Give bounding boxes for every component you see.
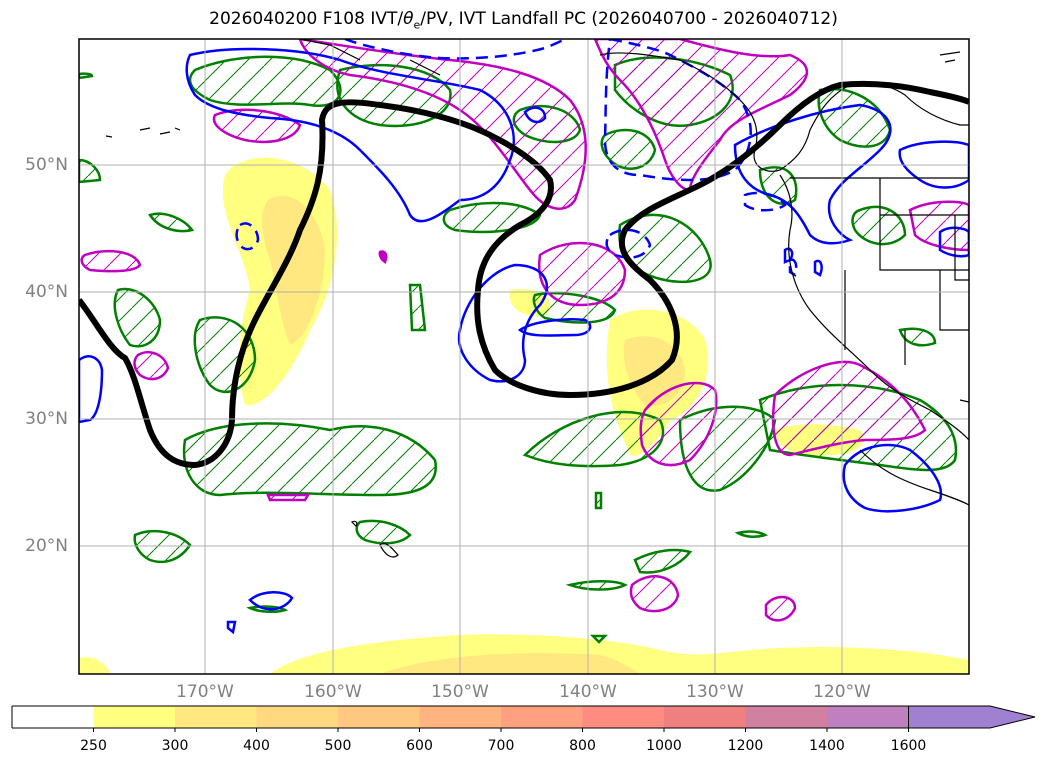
colorbar-tick-label: 1600: [890, 738, 927, 754]
lon-label-140w: 140°W: [559, 682, 617, 702]
colorbar-tick-label: 800: [569, 738, 596, 754]
colorbar-tick-label: 400: [243, 738, 270, 754]
lat-label-20n: 20°N: [25, 536, 68, 556]
colorbar-tick-label: 600: [406, 738, 433, 754]
colorbar-segment: [256, 706, 338, 728]
colorbar-segment: [501, 706, 583, 728]
colorbar-tick-label: 1000: [646, 738, 682, 754]
colorbar-segment: [419, 706, 501, 728]
colorbar-tick-label: 250: [80, 738, 107, 754]
colorbar: [11, 705, 1036, 732]
colorbar-outline: [11, 705, 909, 729]
colorbar-segment: [338, 706, 420, 728]
graticule: [79, 39, 969, 674]
pv-regions: [80, 39, 969, 622]
colorbar-tick-label: 500: [324, 738, 352, 754]
lat-label-50n: 50°N: [25, 155, 68, 175]
colorbar-tick-label: 1200: [727, 738, 764, 754]
lon-label-150w: 150°W: [431, 682, 489, 702]
map-title: 2026040200 F108 IVT/θe/PV, IVT Landfall …: [209, 9, 838, 32]
colorbar-segment: [827, 706, 909, 728]
colorbar-segment: [664, 706, 746, 728]
lon-label-160w: 160°W: [304, 682, 362, 702]
lon-label-120w: 120°W: [813, 682, 871, 702]
negative-pc-contours: [235, 39, 798, 277]
colorbar-tick-label: 700: [487, 738, 515, 754]
colorbar-tick-label: 1400: [809, 738, 845, 754]
colorbar-segment: [175, 706, 257, 728]
lat-label-30n: 30°N: [25, 409, 68, 429]
coastlines: [105, 39, 969, 558]
lat-label-40n: 40°N: [25, 282, 68, 302]
colorbar-segment: [582, 706, 664, 728]
map-frame: [78, 38, 970, 675]
colorbar-segment: [745, 706, 827, 728]
lon-label-170w: 170°W: [176, 682, 234, 702]
colorbar-tick-label: 300: [161, 738, 189, 754]
lon-label-130w: 130°W: [686, 682, 744, 702]
positive-pc-contours: [79, 47, 969, 635]
colorbar-segment-below: [12, 706, 94, 728]
colorbar-segment: [93, 706, 175, 728]
colorbar-extend-arrow: [908, 705, 1036, 729]
